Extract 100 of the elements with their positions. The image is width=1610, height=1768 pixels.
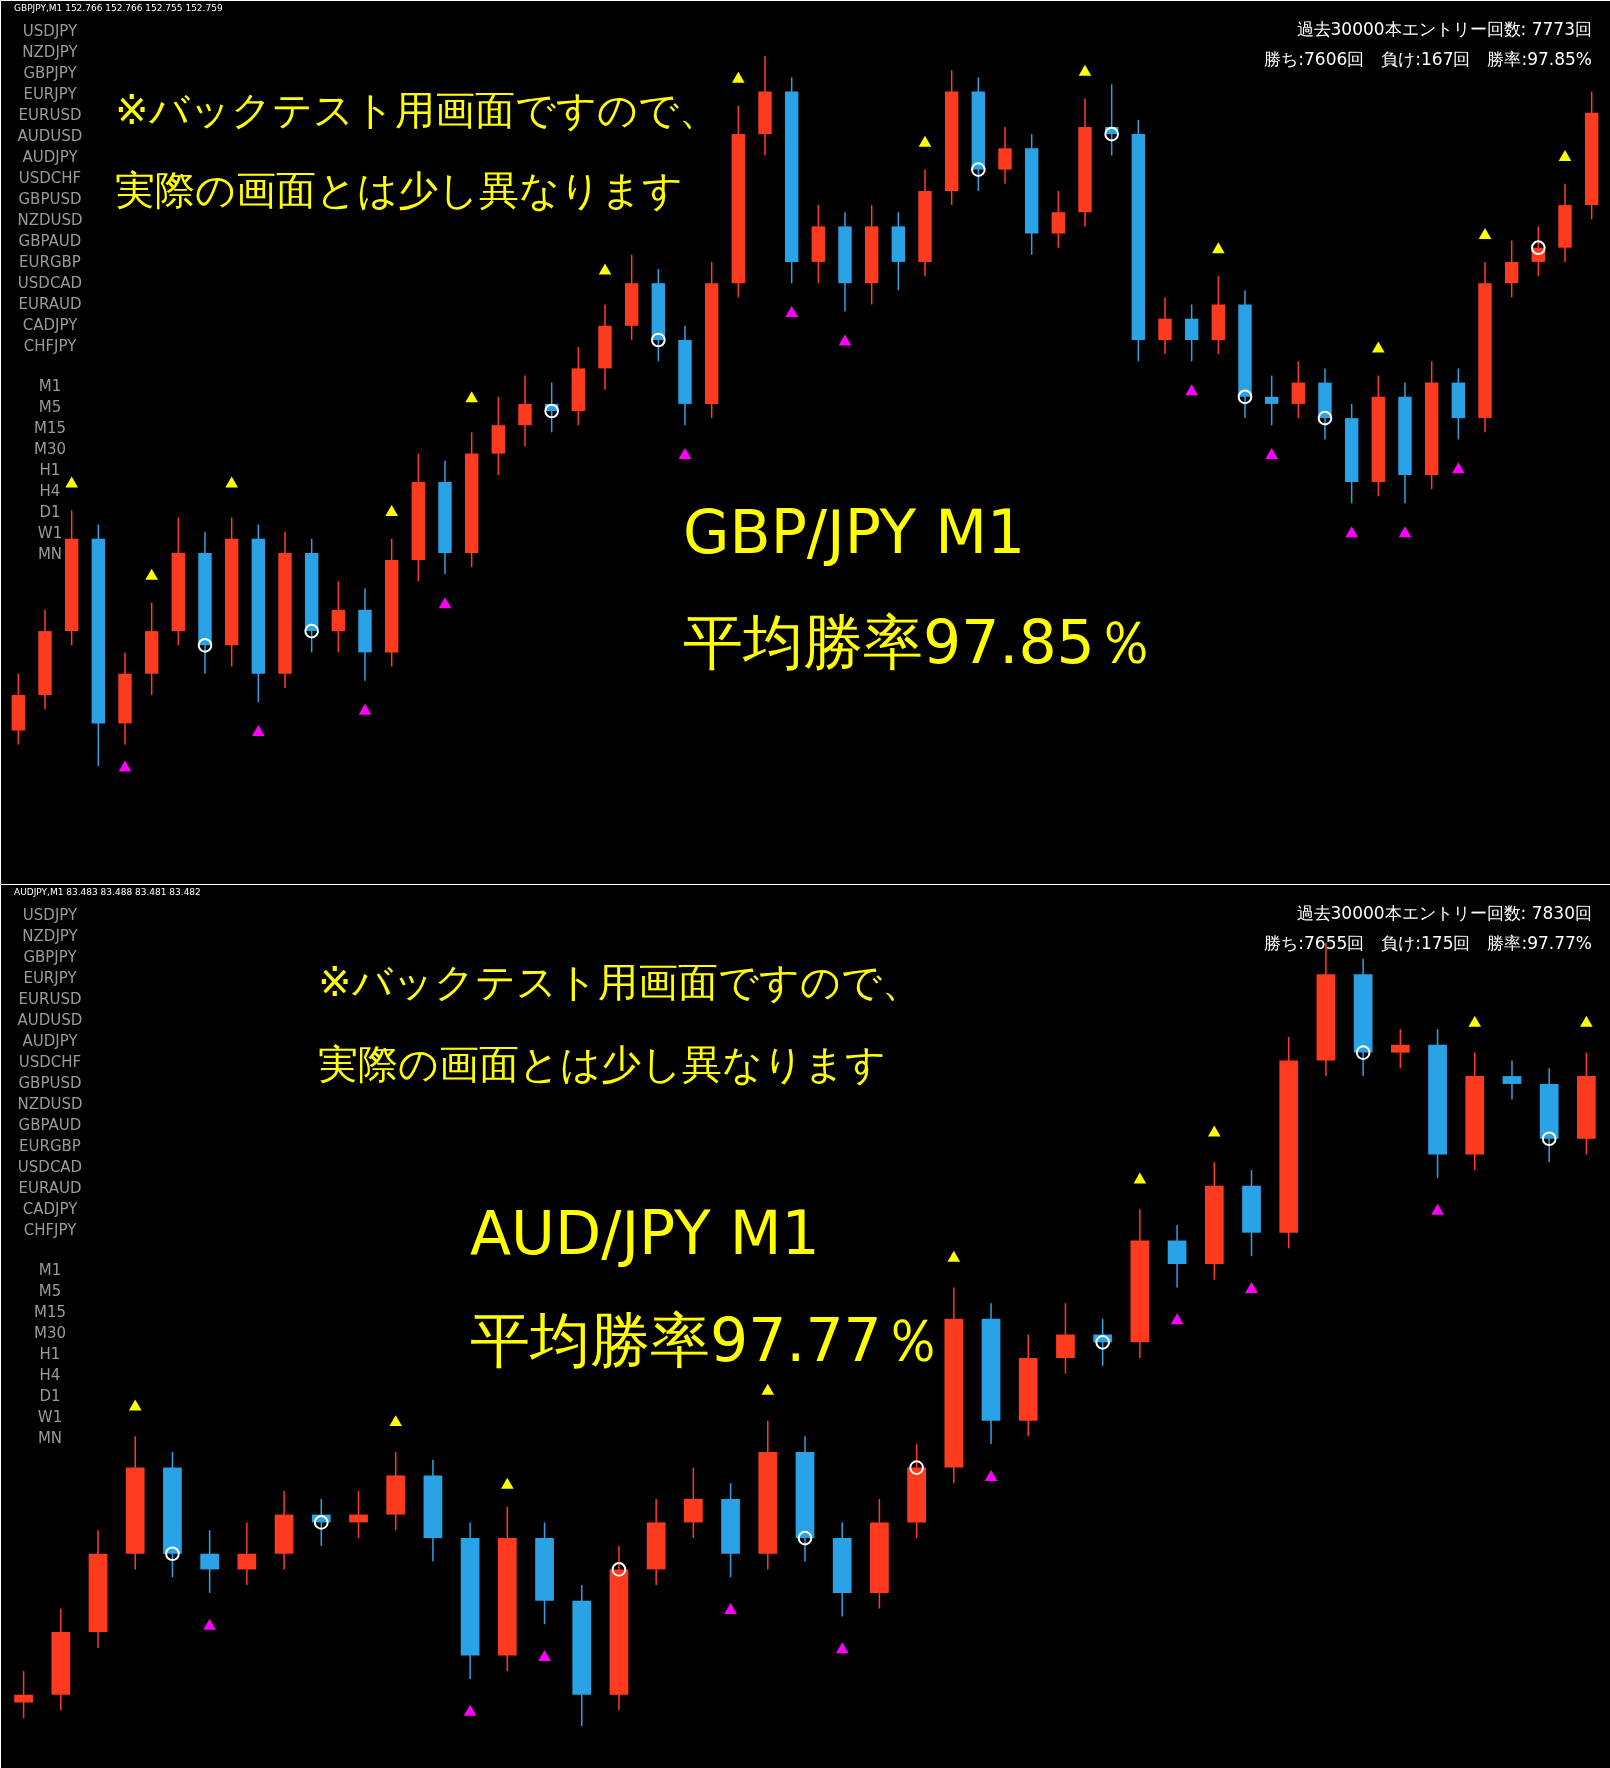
annotation: AUDUSD — [17, 1011, 83, 1029]
candlestick — [684, 1466, 703, 1539]
point — [947, 1250, 961, 1262]
point — [797, 1530, 813, 1546]
point — [598, 263, 612, 275]
candlestick — [1051, 190, 1066, 249]
annotation: MN — [37, 545, 63, 563]
candlestick — [200, 1529, 220, 1594]
point — [128, 1399, 142, 1411]
point — [1580, 1015, 1593, 1027]
annotation: NZDUSD — [17, 211, 83, 229]
chart-title: AUDJPY,M1 83.483 83.488 83.481 83.482 — [14, 887, 201, 897]
point — [1431, 1203, 1444, 1215]
point — [385, 504, 398, 516]
annotation: EURAUD — [18, 1179, 82, 1197]
annotation: M30 — [33, 440, 67, 458]
point — [1478, 228, 1492, 239]
annotation: USDCAD — [17, 274, 83, 292]
point — [501, 1477, 514, 1489]
text: USDJPY — [22, 22, 79, 40]
point — [463, 1704, 477, 1716]
annotation: M30 — [33, 1324, 67, 1342]
annotation: 平均勝率97.77％ — [470, 1305, 942, 1375]
point — [1398, 526, 1412, 538]
annotation: NZDJPY — [22, 927, 79, 945]
point — [225, 476, 238, 488]
annotation: GBPUSD — [18, 190, 82, 208]
point — [197, 637, 213, 653]
point — [544, 403, 559, 419]
point — [304, 623, 319, 639]
annotation: MN — [37, 1429, 63, 1447]
annotation: GBPJPY — [23, 64, 78, 82]
annotation: M15 — [33, 1303, 67, 1321]
annotation: USDCAD — [17, 1158, 83, 1176]
annotation: EURJPY — [23, 969, 78, 987]
annotation: GBPJPY — [23, 948, 78, 966]
annotation: CHFJPY — [23, 337, 78, 355]
annotation: EURGBP — [19, 253, 81, 271]
point — [203, 1618, 216, 1630]
candlestick — [349, 1490, 368, 1539]
candlestick — [1167, 1224, 1187, 1289]
point — [971, 162, 986, 177]
candlestick — [1291, 360, 1306, 419]
annotation: H1 — [39, 1345, 61, 1363]
point — [145, 568, 158, 580]
annotation: GBP/JPY M1 — [683, 497, 1026, 567]
point — [313, 1515, 329, 1530]
point — [465, 391, 478, 403]
point — [65, 476, 78, 488]
candlestick — [518, 374, 532, 448]
text: 過去30000本エントリー回数: 7773回 — [1296, 19, 1592, 39]
annotation: D1 — [39, 503, 61, 521]
point — [651, 332, 666, 348]
candlestick — [1184, 303, 1199, 363]
candlestick — [1264, 374, 1279, 426]
point — [1345, 526, 1358, 538]
point — [835, 1642, 849, 1654]
annotation: AUDJPY — [22, 148, 79, 166]
point — [1531, 240, 1546, 256]
point — [1104, 126, 1119, 142]
annotation: W1 — [37, 524, 63, 542]
point — [1265, 448, 1278, 460]
annotation: M1 — [38, 1261, 62, 1279]
point — [1372, 341, 1385, 353]
annotation: ※バックテスト用画面ですので、 — [318, 959, 922, 1005]
annotation: 勝ち:7606回 負け:167回 勝率:97.85% — [1264, 49, 1592, 69]
point — [1185, 384, 1198, 396]
annotation: 平均勝率97.85％ — [683, 607, 1155, 677]
point — [389, 1415, 403, 1427]
point — [358, 703, 372, 715]
point — [611, 1562, 627, 1577]
candlestick — [331, 580, 346, 654]
annotation: W1 — [37, 1408, 63, 1426]
point — [1452, 462, 1465, 474]
annotation: EURAUD — [18, 295, 82, 313]
annotation: 実際の画面とは少し異なります — [318, 1041, 886, 1087]
point — [918, 135, 932, 147]
annotation: D1 — [39, 1387, 61, 1405]
annotation: CHFJPY — [23, 1221, 78, 1239]
annotation: AUDUSD — [17, 127, 83, 145]
text: 過去30000本エントリー回数: 7830回 — [1296, 903, 1592, 923]
point — [761, 1383, 775, 1395]
point — [678, 448, 692, 460]
text: USDJPY — [22, 906, 79, 924]
annotation: AUDJPY — [22, 1032, 79, 1050]
annotation: USDCHF — [18, 169, 82, 187]
annotation: H1 — [39, 461, 61, 479]
point — [732, 71, 745, 83]
point — [785, 306, 798, 318]
annotation: M1 — [38, 377, 62, 395]
annotation: CADJPY — [22, 1200, 79, 1218]
annotation: EURUSD — [18, 106, 82, 124]
point — [1317, 410, 1333, 426]
candlestick — [1502, 1059, 1522, 1101]
point — [252, 725, 265, 736]
candlestick — [1390, 1028, 1410, 1070]
point — [1207, 1125, 1221, 1137]
point — [1541, 1131, 1557, 1147]
chart-title: GBPJPY,M1 152.766 152.766 152.755 152.759 — [14, 3, 223, 13]
annotation: M5 — [38, 1282, 62, 1300]
